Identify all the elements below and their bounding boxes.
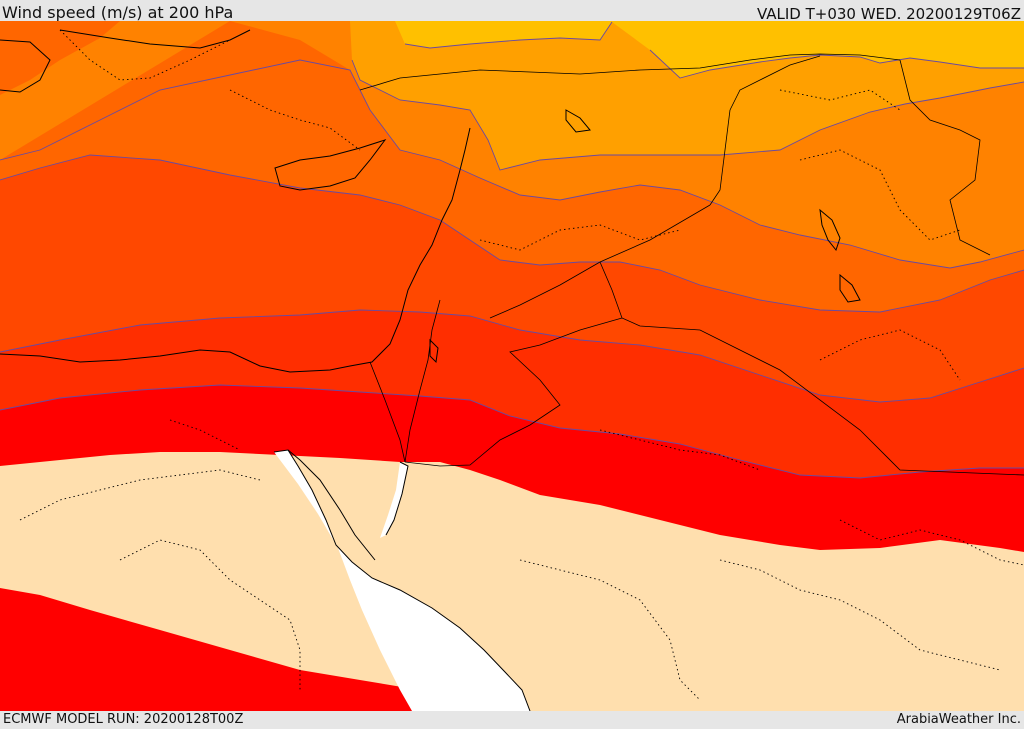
admin-boundaries xyxy=(19,29,1024,701)
credit: ArabiaWeather Inc. xyxy=(896,712,1021,727)
model-run: ECMWF MODEL RUN: 20200128T00Z xyxy=(3,712,244,727)
map-title: Wind speed (m/s) at 200 hPa xyxy=(2,3,234,22)
map-footer: ECMWF MODEL RUN: 20200128T00Z ArabiaWeat… xyxy=(0,711,1024,729)
calm-region xyxy=(0,452,1024,711)
coastlines xyxy=(0,29,861,711)
red-sea xyxy=(274,450,530,711)
map-header: Wind speed (m/s) at 200 hPa VALID T+030 … xyxy=(0,0,1024,23)
gulf-of-aqaba xyxy=(380,462,408,538)
band-7-southwest xyxy=(0,590,520,711)
valid-time: VALID T+030 WED. 20200129T06Z xyxy=(756,5,1021,23)
wind-speed-map xyxy=(0,21,1024,711)
country-borders xyxy=(359,53,1024,476)
